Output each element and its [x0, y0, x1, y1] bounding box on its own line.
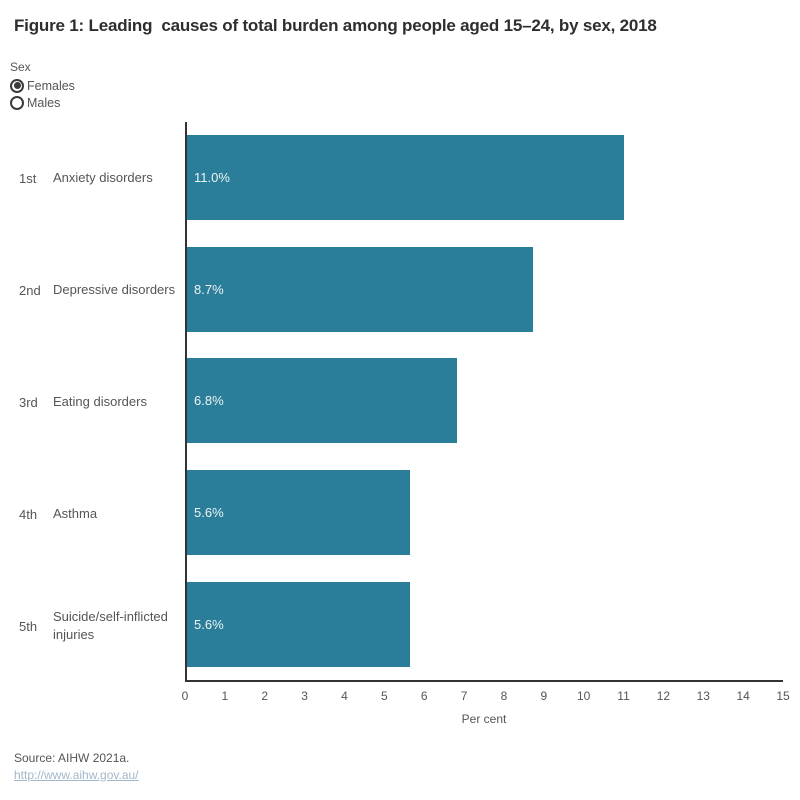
bar[interactable]: 5.6%: [187, 470, 410, 556]
sex-filter-options: Females Males: [10, 77, 75, 111]
radio-selected-icon[interactable]: [10, 78, 24, 93]
bar-value-label: 8.7%: [194, 281, 224, 297]
category-label-row: 2nd Depressive disorders: [0, 234, 185, 346]
x-axis-tick-label: 15: [776, 689, 790, 703]
x-axis-tick-label: 14: [736, 689, 750, 703]
bar[interactable]: 11.0%: [187, 135, 625, 221]
x-axis-tick-label: 9: [540, 689, 548, 703]
bar-row: 5.6%: [187, 568, 783, 680]
source-link[interactable]: http://www.aihw.gov.au/: [14, 767, 139, 782]
x-axis-tick-label: 10: [576, 689, 591, 703]
x-axis-tick-label: 13: [696, 689, 710, 703]
radio-unselected-icon[interactable]: [10, 95, 24, 110]
source-text: Source: AIHW 2021a.: [14, 751, 130, 765]
sex-option-females[interactable]: Females: [10, 77, 75, 94]
cause-label: Depressive disorders: [53, 282, 176, 298]
x-axis-title: Per cent: [461, 712, 507, 726]
x-axis-tick-label: 8: [500, 689, 508, 703]
x-axis-tick-label: 11: [617, 689, 630, 703]
bar-row: 6.8%: [187, 345, 783, 457]
bar-row: 8.7%: [187, 234, 783, 346]
bar-value-label: 5.6%: [194, 616, 224, 632]
bar-value-label: 11.0%: [194, 170, 230, 186]
sex-option-males[interactable]: Males: [10, 94, 75, 111]
bar-value-label: 5.6%: [194, 505, 224, 521]
figure-title: Figure 1: Leading causes of total burden…: [14, 16, 657, 35]
sex-filter-label: Sex: [10, 60, 31, 74]
category-label-row: 1st Anxiety disorders: [0, 122, 185, 234]
category-label-row: 4th Asthma: [0, 458, 185, 570]
x-axis-tick-label: 5: [380, 689, 388, 703]
footer: Source: AIHW 2021a. http://www.aihw.gov.…: [14, 750, 139, 784]
x-axis-tick-label: 2: [261, 689, 269, 703]
x-axis-tick-label: 12: [656, 689, 671, 703]
rank-label: 1st: [19, 170, 37, 186]
category-label-row: 3rd Eating disorders: [0, 346, 185, 458]
x-axis-tick-label: 6: [420, 689, 428, 703]
bar[interactable]: 6.8%: [187, 358, 458, 444]
bar-row: 5.6%: [187, 457, 783, 569]
plot-area: 11.0% 8.7% 6.8% 5.6% 5.6%: [185, 122, 783, 682]
bar[interactable]: 8.7%: [187, 246, 533, 332]
x-axis-tick-label: 7: [460, 689, 468, 703]
cause-label: Asthma: [53, 506, 98, 522]
rank-label: 5th: [19, 618, 38, 634]
cause-label: Eating disorders: [53, 394, 147, 410]
x-axis-ticks: 0 1 2 3 4 5 6 7 8 9 10 11 12 13 14 15: [181, 689, 790, 704]
sex-option-label: Females: [27, 78, 75, 93]
sex-option-label: Males: [27, 95, 61, 110]
x-axis-tick-label: 4: [341, 689, 348, 703]
category-label-row: 5th Suicide/self-inflicted injuries: [0, 570, 185, 682]
bar[interactable]: 5.6%: [187, 581, 410, 667]
category-label-column: 1st Anxiety disorders 2nd Depressive disord…: [0, 122, 185, 682]
bar-row: 11.0%: [187, 122, 783, 234]
bar-value-label: 6.8%: [194, 393, 224, 409]
rank-label: 4th: [19, 506, 38, 522]
x-axis-tick-label: 3: [301, 689, 308, 703]
cause-label: Suicide/self-inflicted injuries: [53, 609, 168, 642]
rank-label: 2nd: [19, 282, 41, 298]
cause-label: Anxiety disorders: [53, 170, 153, 186]
sex-filter: Sex Females Males: [10, 60, 75, 111]
rank-label: 3rd: [19, 394, 38, 410]
x-axis-tick-label: 0: [181, 689, 189, 703]
x-axis-tick-label: 1: [221, 689, 229, 703]
